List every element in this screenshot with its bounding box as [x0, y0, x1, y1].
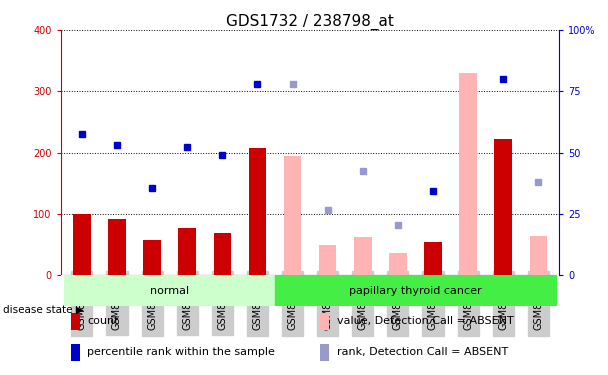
Bar [108, 219, 126, 276]
FancyBboxPatch shape [320, 313, 329, 330]
Bar [424, 242, 442, 276]
Text: percentile rank within the sample: percentile rank within the sample [87, 347, 275, 357]
Bar [73, 214, 91, 276]
Bar [284, 156, 302, 276]
Bar [143, 240, 161, 276]
Bar [319, 245, 336, 276]
FancyBboxPatch shape [71, 313, 80, 330]
Bar [530, 236, 547, 276]
Text: value, Detection Call = ABSENT: value, Detection Call = ABSENT [336, 316, 513, 327]
FancyBboxPatch shape [320, 344, 329, 361]
Text: disease state ▶: disease state ▶ [3, 304, 84, 314]
Bar [64, 276, 275, 306]
Text: papillary thyroid cancer: papillary thyroid cancer [349, 286, 482, 296]
Title: GDS1732 / 238798_at: GDS1732 / 238798_at [226, 14, 394, 30]
FancyBboxPatch shape [71, 344, 80, 361]
Bar [213, 232, 231, 276]
Bar [178, 228, 196, 276]
Text: count: count [87, 316, 119, 327]
Bar [459, 73, 477, 276]
Bar [389, 253, 407, 276]
Bar [494, 139, 512, 276]
Text: normal: normal [150, 286, 189, 296]
Bar [249, 148, 266, 276]
Text: rank, Detection Call = ABSENT: rank, Detection Call = ABSENT [336, 347, 508, 357]
Bar [275, 276, 556, 306]
Bar [354, 237, 371, 276]
